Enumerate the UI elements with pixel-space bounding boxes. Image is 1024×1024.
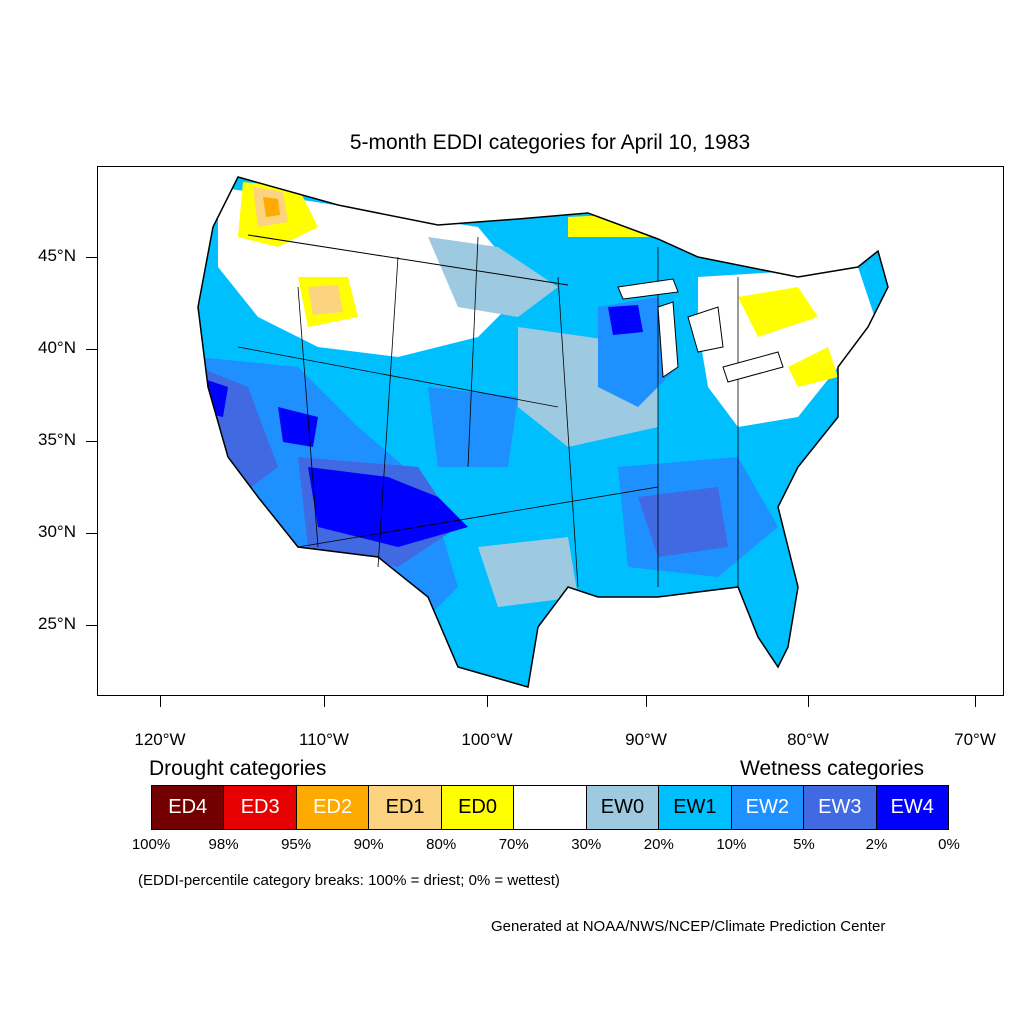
lat-tick [86, 349, 97, 350]
drought-heading: Drought categories [149, 757, 327, 780]
break-label: 70% [498, 836, 529, 853]
break-label: 10% [716, 836, 747, 853]
break-label: 90% [353, 836, 384, 853]
legend-cell-ew3: EW3 [804, 786, 877, 829]
us-outline [197, 176, 889, 688]
state-lines [237, 236, 739, 588]
lon-tick [487, 696, 488, 707]
lon-tick [646, 696, 647, 707]
break-label: 5% [793, 836, 815, 853]
break-label: 30% [571, 836, 602, 853]
legend-cell-ed3: ED3 [224, 786, 297, 829]
lat-tick [86, 441, 97, 442]
lon-label-70: 70°W [954, 730, 996, 749]
break-label: 100% [131, 836, 171, 853]
lon-tick [324, 696, 325, 707]
lon-label-120: 120°W [134, 730, 186, 749]
break-label: 80% [426, 836, 457, 853]
legend-cell-ew1: EW1 [659, 786, 732, 829]
lat-label-40: 40°N [38, 338, 76, 357]
lon-tick [160, 696, 161, 707]
lat-tick [86, 257, 97, 258]
lon-label-110: 110°W [299, 730, 349, 749]
break-label: 2% [865, 836, 888, 853]
lon-label-100: 100°W [461, 730, 513, 749]
break-label: 98% [208, 836, 239, 853]
break-label: 0% [938, 836, 960, 853]
legend-cell-ed2: ED2 [296, 786, 370, 829]
break-label: 20% [643, 836, 674, 853]
breaks-note: (EDDI-percentile category breaks: 100% =… [138, 872, 560, 889]
legend-cell-ed4: ED4 [152, 786, 225, 829]
legend-cell-ew0: EW0 [586, 786, 660, 829]
lon-label-80: 80°W [787, 730, 829, 749]
lat-tick [86, 625, 97, 626]
legend-cell-ed0: ED0 [441, 786, 515, 829]
lon-tick [975, 696, 976, 707]
legend-cell-neutral [514, 786, 587, 829]
legend-cell-ew2: EW2 [731, 786, 805, 829]
credit-text: Generated at NOAA/NWS/NCEP/Climate Predi… [491, 918, 886, 935]
legend-cell-ed1: ED1 [369, 786, 442, 829]
lat-label-45: 45°N [38, 246, 76, 265]
lat-label-35: 35°N [38, 430, 76, 449]
eddi-field [198, 177, 888, 687]
lat-label-30: 30°N [38, 522, 76, 541]
eddi-map [197, 176, 889, 688]
great-lakes [617, 278, 784, 383]
lat-tick [86, 533, 97, 534]
lat-label-25: 25°N [38, 614, 76, 633]
map-panel [97, 166, 1004, 696]
break-label: 95% [281, 836, 312, 853]
wetness-heading: Wetness categories [740, 757, 925, 780]
map-title: 5-month EDDI categories for April 10, 19… [349, 131, 751, 154]
lon-tick [808, 696, 809, 707]
legend-cell-ew4: EW4 [876, 786, 948, 829]
legend-colorbar: ED4 ED3 ED2 ED1 ED0 EW0 EW1 EW2 EW3 EW4 [151, 785, 949, 830]
lon-label-90: 90°W [625, 730, 667, 749]
